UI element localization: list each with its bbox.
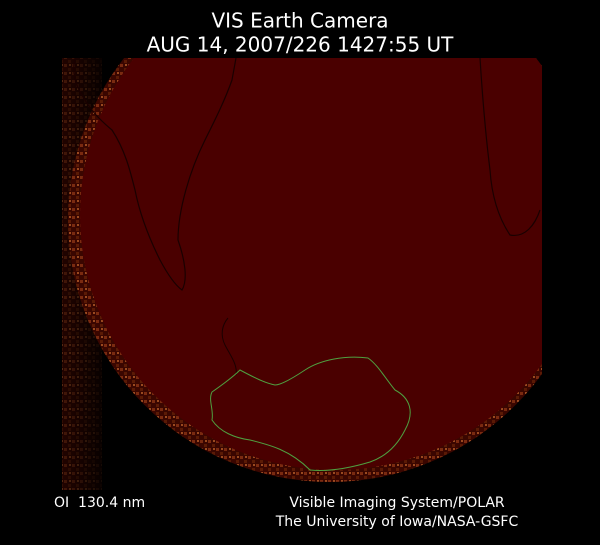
south-america-tip xyxy=(221,317,237,376)
institution-label: The University of Iowa/NASA-GSFC xyxy=(275,514,519,530)
instrument-label: Visible Imaging System/POLAR xyxy=(289,495,505,511)
antarctica-coast xyxy=(210,356,411,471)
australia-coast xyxy=(479,58,541,237)
filter-label: OI 130.4 nm xyxy=(54,495,145,511)
timestamp: AUG 14, 2007/226 1427:55 UT xyxy=(147,33,455,57)
image xyxy=(62,58,542,490)
title: VIS Earth Camera xyxy=(211,9,388,33)
africa-coast xyxy=(73,58,237,291)
